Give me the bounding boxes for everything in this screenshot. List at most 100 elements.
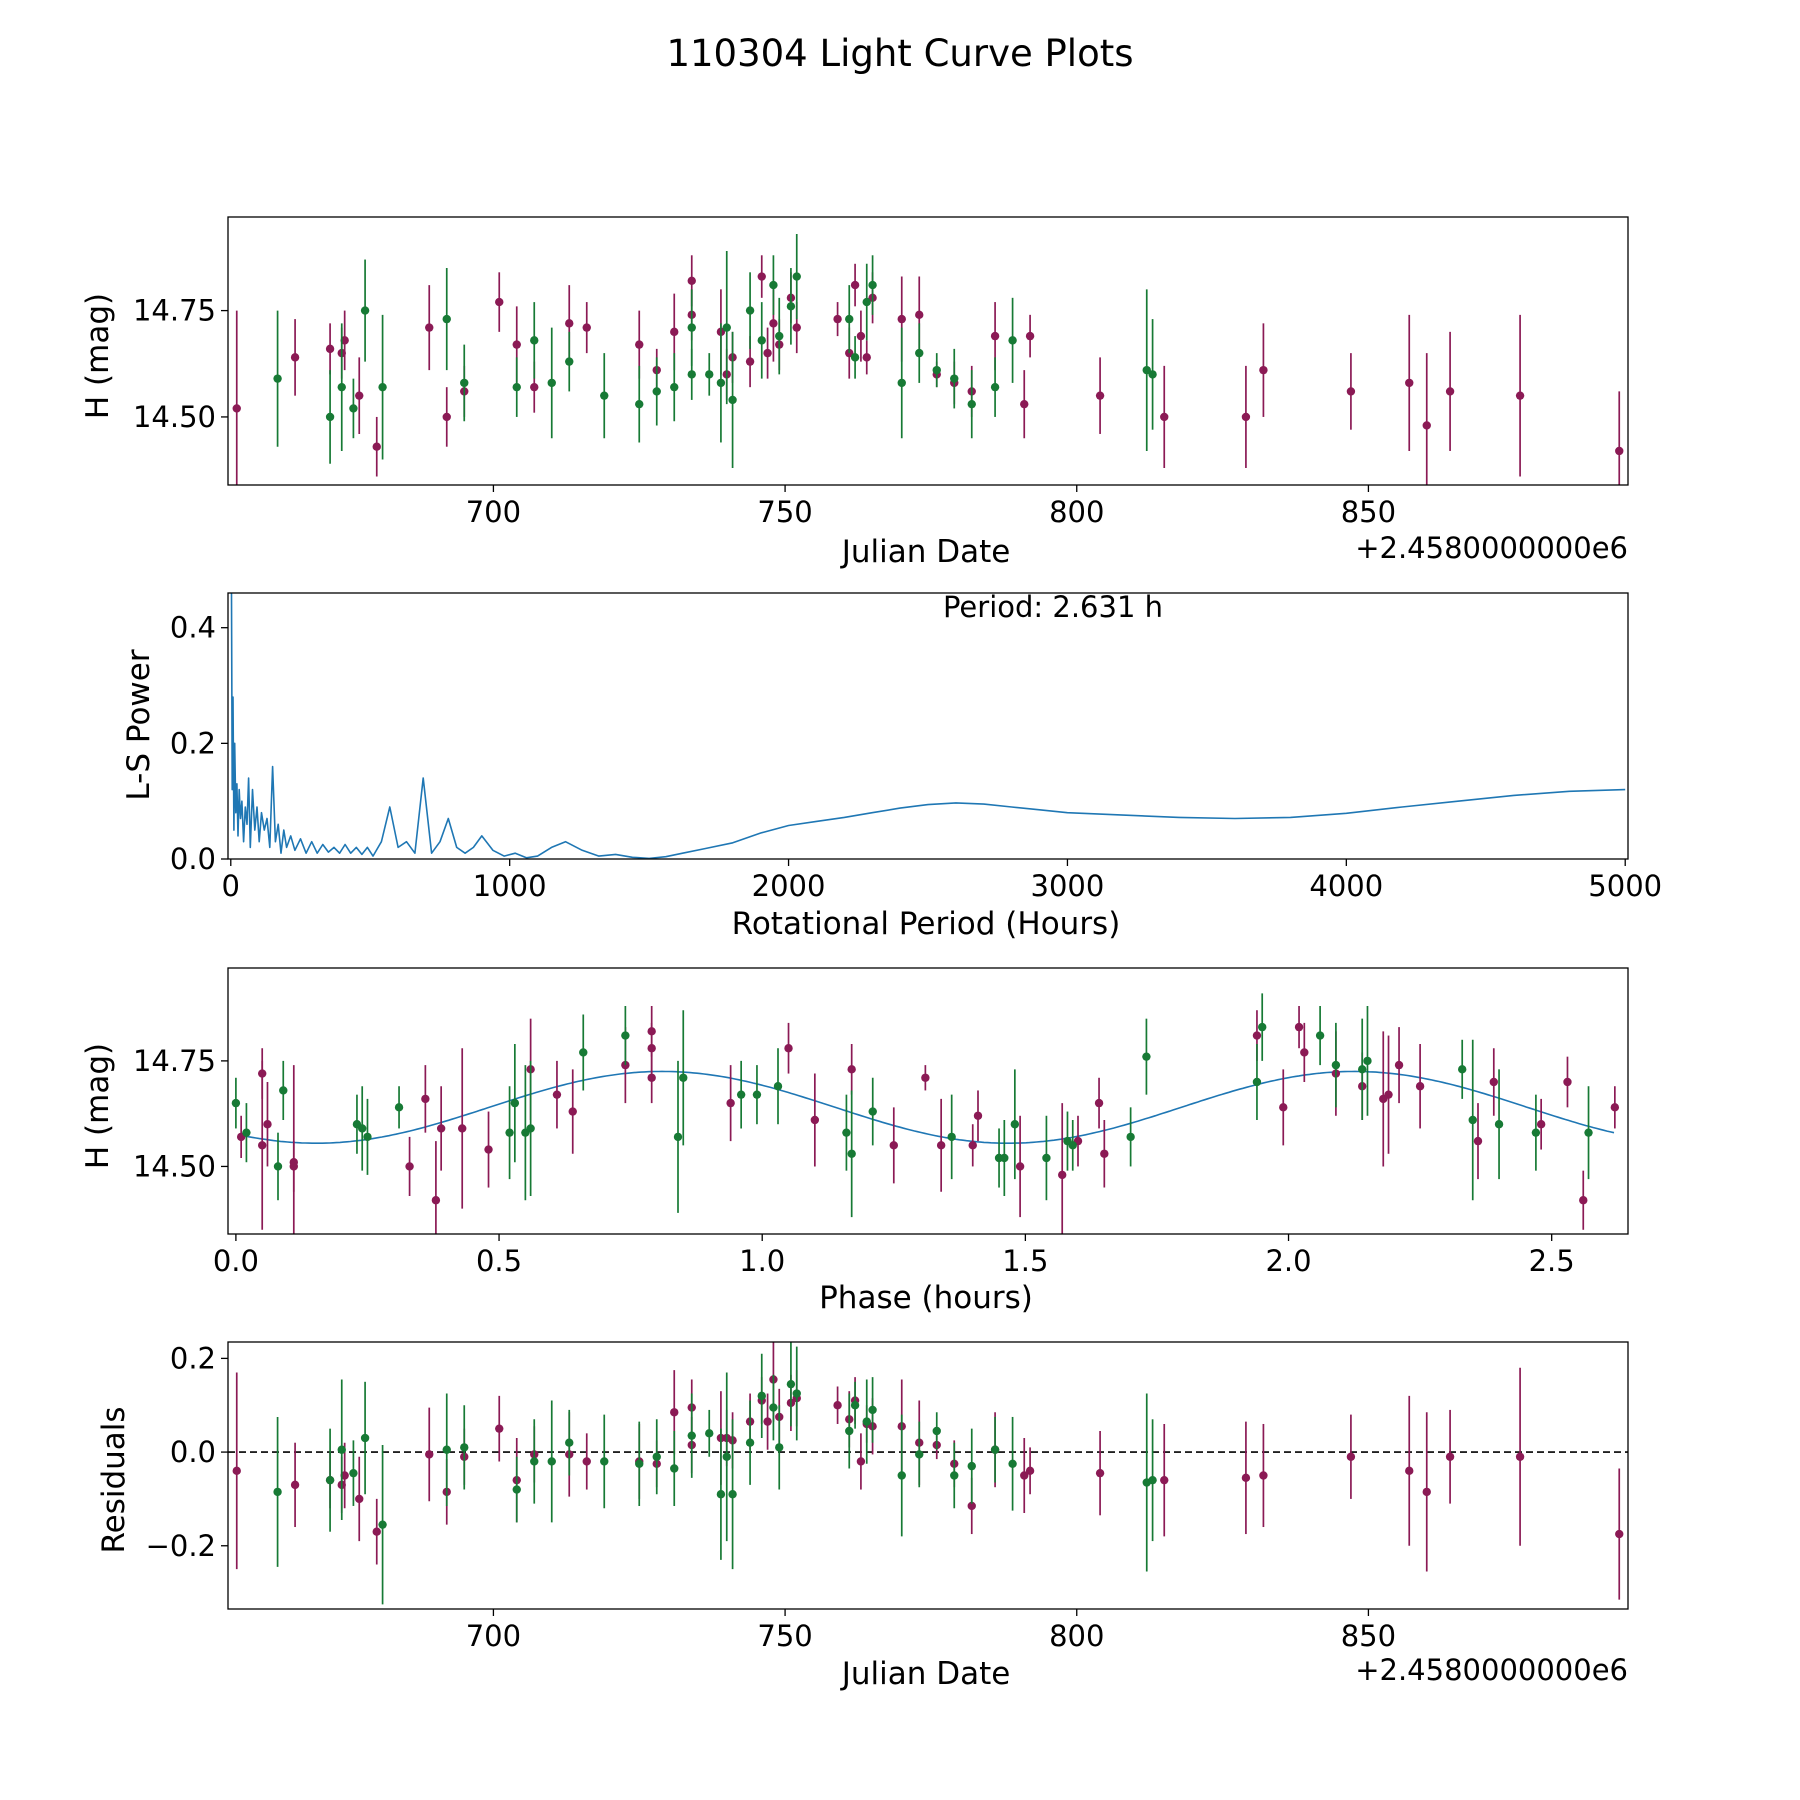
data-point <box>1020 1471 1029 1480</box>
data-point <box>1584 1128 1593 1137</box>
data-point <box>1422 1487 1431 1497</box>
data-point <box>460 1443 469 1452</box>
data-point <box>947 1132 956 1142</box>
y-tick-label: 0.0 <box>170 1435 216 1469</box>
data-point <box>258 1069 267 1078</box>
data-point <box>752 1090 762 1099</box>
data-point <box>290 1480 300 1490</box>
data-point <box>1160 412 1169 422</box>
x-tick-label: 0 <box>222 869 240 903</box>
data-point <box>579 1048 588 1057</box>
data-point <box>745 306 755 315</box>
data-point <box>337 382 346 392</box>
x-tick-label: 700 <box>466 495 521 529</box>
data-point <box>1300 1048 1309 1057</box>
data-point <box>1458 1065 1467 1074</box>
data-point <box>990 1445 1000 1454</box>
data-point <box>360 1433 370 1443</box>
data-point <box>1615 1529 1624 1539</box>
data-point <box>1531 1128 1541 1137</box>
data-point <box>856 331 866 341</box>
data-point <box>505 1128 514 1137</box>
data-point <box>792 1389 801 1398</box>
data-point <box>552 1090 562 1099</box>
data-point <box>442 314 451 324</box>
data-point <box>1068 1141 1077 1150</box>
data-point <box>950 1471 959 1480</box>
x-tick-label: 750 <box>757 1619 812 1653</box>
data-point <box>897 378 906 388</box>
data-point <box>1315 1031 1325 1040</box>
power-line <box>230 593 1626 859</box>
data-point <box>1259 1471 1268 1480</box>
data-point <box>1241 1473 1251 1483</box>
data-point <box>1010 1120 1020 1129</box>
data-point <box>968 1141 977 1150</box>
y-tick-label: 14.50 <box>133 1149 216 1183</box>
data-point <box>967 399 976 409</box>
data-point <box>355 391 364 400</box>
data-point <box>565 1438 574 1447</box>
data-point <box>431 1196 441 1205</box>
data-point <box>722 1452 731 1461</box>
data-point <box>1579 1196 1588 1205</box>
data-point <box>1025 1466 1035 1476</box>
data-point <box>1015 1162 1025 1171</box>
data-point <box>1008 1459 1017 1468</box>
data-point <box>728 395 737 405</box>
data-point <box>786 1379 796 1389</box>
lightcurve-x-offset: +2.4580000000e6 <box>1355 531 1628 565</box>
data-point <box>349 404 358 413</box>
data-point <box>757 1391 766 1401</box>
data-point <box>921 1073 930 1082</box>
axes-frame <box>227 1341 1629 1610</box>
x-tick-label: 2.5 <box>1529 1244 1575 1278</box>
data-point <box>1025 331 1035 341</box>
data-point <box>1258 1022 1267 1032</box>
data-point <box>862 353 871 362</box>
data-point <box>1445 387 1455 396</box>
data-point <box>394 1103 404 1112</box>
x-tick-label: 5000 <box>1588 869 1662 903</box>
data-point <box>635 399 644 409</box>
y-tick-label: 0.2 <box>170 1341 216 1375</box>
data-point <box>530 336 539 345</box>
data-point <box>1000 1153 1009 1163</box>
data-point <box>1241 412 1251 422</box>
axes-frame <box>227 592 1629 860</box>
data-point <box>325 412 335 422</box>
data-point <box>289 1158 298 1167</box>
data-point <box>273 1162 283 1171</box>
residuals-x-offset: +2.4580000000e6 <box>1355 1653 1628 1687</box>
data-point <box>1095 1468 1105 1478</box>
data-point <box>786 302 796 311</box>
x-tick-label: 700 <box>466 1619 521 1653</box>
residuals-y-label: Residuals <box>96 1406 132 1553</box>
data-point <box>258 1141 267 1150</box>
data-point <box>745 357 755 366</box>
data-point <box>868 280 877 290</box>
data-point <box>897 1471 906 1480</box>
data-point <box>232 1466 241 1476</box>
data-point <box>1279 1103 1288 1112</box>
y-tick-label: 0.2 <box>170 726 216 760</box>
data-point <box>1384 1090 1393 1099</box>
data-point <box>769 319 778 328</box>
x-tick-label: 1000 <box>473 869 547 903</box>
period-annotation: Period: 2.631 h <box>943 590 1163 624</box>
periodogram-x-label: Rotational Period (Hours) <box>732 906 1121 942</box>
axes-frame <box>227 967 1629 1235</box>
y-tick-label: −0.2 <box>146 1529 216 1563</box>
data-point <box>1473 1136 1483 1146</box>
lightcurve-x-label: Julian Date <box>840 534 1011 570</box>
data-point <box>973 1111 983 1120</box>
data-point <box>263 1120 272 1129</box>
data-point <box>512 1485 521 1494</box>
data-point <box>273 1487 282 1497</box>
data-point <box>565 357 574 366</box>
data-point <box>1252 1077 1262 1087</box>
residuals-panel: Julian Date Residuals +2.4580000000e6 70… <box>96 1341 1629 1692</box>
data-point <box>484 1145 493 1154</box>
data-point <box>232 404 241 413</box>
